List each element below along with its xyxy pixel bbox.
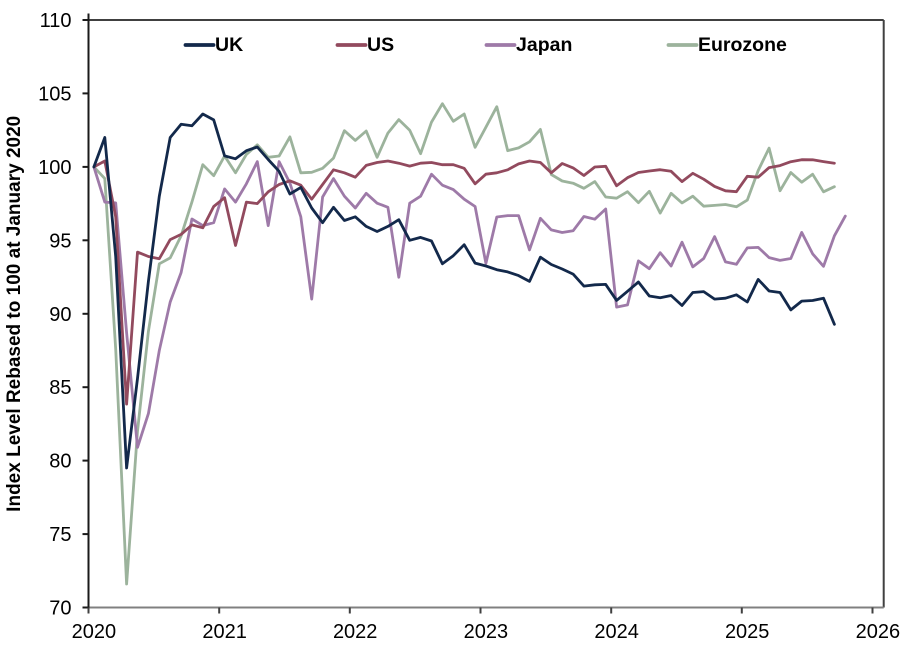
svg-text:Eurozone: Eurozone (698, 34, 787, 56)
svg-text:70: 70 (49, 598, 71, 620)
svg-text:UK: UK (215, 34, 243, 56)
svg-text:2023: 2023 (464, 621, 509, 643)
svg-text:80: 80 (49, 451, 71, 473)
svg-text:95: 95 (49, 230, 71, 252)
svg-text:2025: 2025 (725, 621, 770, 643)
svg-text:90: 90 (49, 304, 71, 326)
svg-text:105: 105 (38, 83, 71, 105)
svg-text:2020: 2020 (72, 621, 117, 643)
svg-text:2021: 2021 (202, 621, 247, 643)
svg-text:2024: 2024 (594, 621, 639, 643)
svg-text:Japan: Japan (516, 34, 572, 56)
svg-text:US: US (367, 34, 394, 56)
svg-text:Index Level Rebased to 100 at: Index Level Rebased to 100 at January 20… (4, 116, 25, 512)
svg-text:2026: 2026 (856, 621, 900, 643)
svg-text:75: 75 (49, 524, 71, 546)
svg-text:85: 85 (49, 377, 71, 399)
svg-text:100: 100 (38, 157, 71, 179)
svg-text:2022: 2022 (333, 621, 378, 643)
svg-text:110: 110 (40, 10, 72, 32)
